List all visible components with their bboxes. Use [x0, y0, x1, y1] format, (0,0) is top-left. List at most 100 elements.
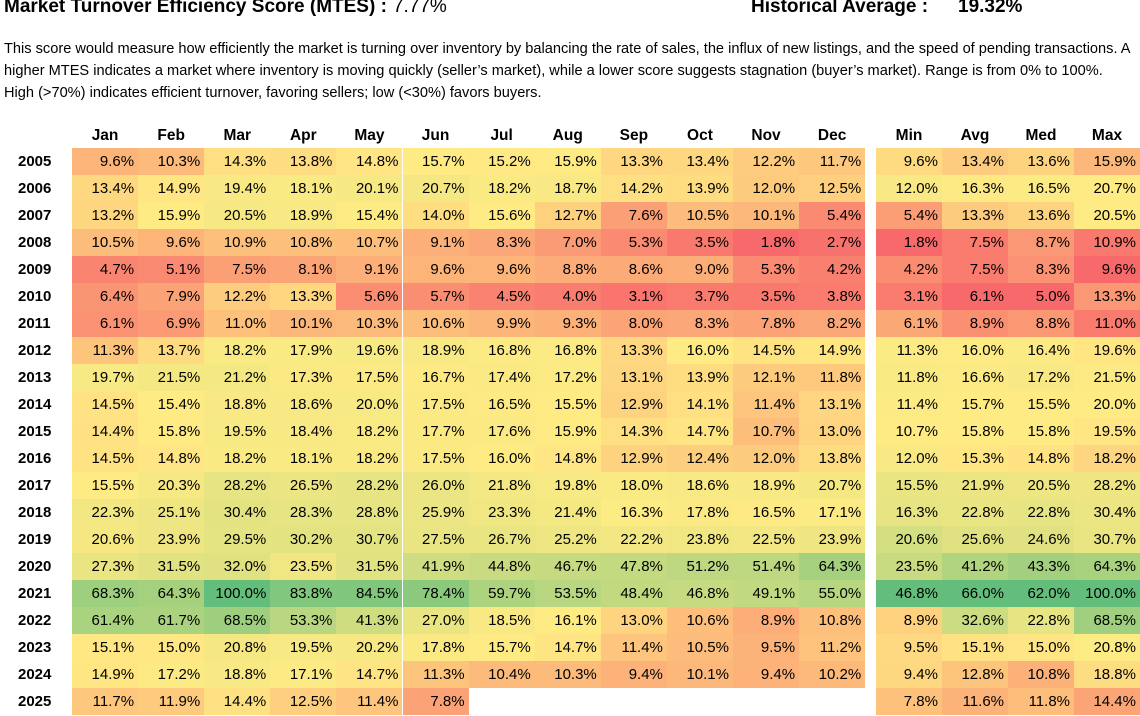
- heatmap-cell: 7.5%: [204, 256, 271, 283]
- heatmap-cell: 15.9%: [534, 148, 601, 175]
- stat-cell: 30.7%: [1074, 526, 1140, 553]
- heatmap-cell: 14.5%: [733, 337, 800, 364]
- heatmap-cell: 12.9%: [600, 391, 667, 418]
- heatmap-cell: 17.8%: [666, 499, 733, 526]
- heatmap-cell: 15.7%: [402, 148, 469, 175]
- stat-cell: 15.9%: [1074, 148, 1140, 175]
- heatmap-cell: 30.2%: [270, 526, 337, 553]
- heatmap-cell: 5.3%: [733, 256, 800, 283]
- stat-cell: 6.1%: [876, 310, 942, 337]
- heatmap-cell: 100.0%: [204, 580, 271, 607]
- heatmap-cell: 17.5%: [402, 391, 469, 418]
- heatmap-cell: 12.1%: [733, 364, 800, 391]
- heatmap-cell: 16.8%: [534, 337, 601, 364]
- heatmap-cell: 18.2%: [204, 337, 271, 364]
- heatmap-cell: 11.3%: [72, 337, 139, 364]
- heatmap-cell: 13.3%: [270, 283, 337, 310]
- stat-cell: 16.0%: [942, 337, 1008, 364]
- heatmap-cell: 17.5%: [402, 445, 469, 472]
- heatmap-cell: 10.3%: [534, 661, 601, 688]
- heatmap-cell: 4.0%: [534, 283, 601, 310]
- heatmap-cell: 14.9%: [799, 337, 866, 364]
- stat-cell: 16.5%: [1008, 175, 1074, 202]
- title-label: Market Turnover Efficiency Score (MTES) …: [4, 0, 387, 17]
- heatmap-cell: 13.1%: [799, 391, 866, 418]
- heatmap-cell: 9.6%: [72, 148, 139, 175]
- heatmap-cell: 14.3%: [600, 418, 667, 445]
- heatmap-cell: 25.9%: [402, 499, 469, 526]
- heatmap-cell: 14.9%: [72, 661, 139, 688]
- month-header: Jan: [91, 127, 119, 144]
- description-text: This score would measure how efficiently…: [4, 41, 1130, 101]
- month-header: Apr: [289, 127, 317, 144]
- heatmap-cell: 3.5%: [666, 229, 733, 256]
- heatmap-cell: 61.7%: [138, 607, 205, 634]
- heatmap-cell: 16.1%: [534, 607, 601, 634]
- heatmap-cell: 53.3%: [270, 607, 337, 634]
- year-label: 2006: [18, 180, 52, 197]
- heatmap-cell: 64.3%: [138, 580, 205, 607]
- heatmap-cell: 20.1%: [336, 175, 403, 202]
- stat-cell: 16.4%: [1008, 337, 1074, 364]
- heatmap-cell: 51.2%: [666, 553, 733, 580]
- heatmap-cell: 10.1%: [733, 202, 800, 229]
- stat-cell: 11.6%: [942, 688, 1008, 715]
- heatmap-cell: 23.3%: [468, 499, 535, 526]
- heatmap-cell: 14.2%: [600, 175, 667, 202]
- heatmap-cell: 68.5%: [204, 607, 271, 634]
- stat-cell: 68.5%: [1074, 607, 1140, 634]
- stat-header: Avg: [960, 127, 990, 144]
- stat-cell: 22.8%: [1008, 607, 1074, 634]
- stat-cell: 22.8%: [942, 499, 1008, 526]
- heatmap-cell: 14.9%: [138, 175, 205, 202]
- heatmap-cell: 14.7%: [336, 661, 403, 688]
- heatmap-cell: 10.8%: [799, 607, 866, 634]
- stat-cell: 32.6%: [942, 607, 1008, 634]
- stat-cell: 8.3%: [1008, 256, 1074, 283]
- year-label: 2019: [18, 531, 52, 548]
- stat-cell: 13.3%: [942, 202, 1008, 229]
- stat-header: Med: [1025, 127, 1057, 144]
- heatmap-cell: 15.7%: [468, 634, 535, 661]
- stat-cell: 5.0%: [1008, 283, 1074, 310]
- stat-cell: 13.4%: [942, 148, 1008, 175]
- stat-cell: 15.8%: [942, 418, 1008, 445]
- heatmap-cell: 15.5%: [72, 472, 139, 499]
- heatmap-cell: 19.5%: [204, 418, 271, 445]
- heatmap-cell: 20.7%: [402, 175, 469, 202]
- heatmap-cell: 3.7%: [666, 283, 733, 310]
- stat-cell: 23.5%: [876, 553, 942, 580]
- heatmap-cell: 9.6%: [402, 256, 469, 283]
- heatmap-cell: 18.5%: [468, 607, 535, 634]
- heatmap-cell: 10.2%: [799, 661, 866, 688]
- heatmap-cell: 8.9%: [733, 607, 800, 634]
- stat-cell: 10.8%: [1008, 661, 1074, 688]
- stat-cell: 22.8%: [1008, 499, 1074, 526]
- heatmap-cell: 18.4%: [270, 418, 337, 445]
- heatmap-cell: 17.3%: [270, 364, 337, 391]
- stat-cell: 14.8%: [1008, 445, 1074, 472]
- heatmap-cell: 14.7%: [534, 634, 601, 661]
- heatmap-cell: 6.1%: [72, 310, 139, 337]
- year-label: 2008: [18, 234, 52, 251]
- heatmap-cell: 17.7%: [402, 418, 469, 445]
- heatmap-cell: 15.4%: [138, 391, 205, 418]
- heatmap-cell: 53.5%: [534, 580, 601, 607]
- stat-cell: 11.8%: [1008, 688, 1074, 715]
- heatmap-cell: 15.1%: [72, 634, 139, 661]
- stat-cell: 8.7%: [1008, 229, 1074, 256]
- heatmap-cell: 12.2%: [733, 148, 800, 175]
- heatmap-cell: 19.8%: [534, 472, 601, 499]
- heatmap-cell: 6.9%: [138, 310, 205, 337]
- heatmap-cell: 14.7%: [666, 418, 733, 445]
- heatmap-cell: 10.5%: [72, 229, 139, 256]
- heatmap-cell: 61.4%: [72, 607, 139, 634]
- stat-cell: 11.4%: [876, 391, 942, 418]
- heatmap-cell: 1.8%: [733, 229, 800, 256]
- heatmap-cell: 10.1%: [666, 661, 733, 688]
- stat-cell: 62.0%: [1008, 580, 1074, 607]
- heatmap-cell: 18.1%: [270, 175, 337, 202]
- heatmap-cell: 8.0%: [600, 310, 667, 337]
- stat-cell: 8.8%: [1008, 310, 1074, 337]
- stat-cell: 9.5%: [876, 634, 942, 661]
